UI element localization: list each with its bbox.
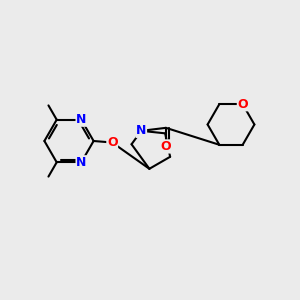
Text: N: N [76, 156, 86, 169]
Text: O: O [237, 98, 248, 111]
Text: N: N [76, 113, 86, 126]
Text: O: O [107, 136, 118, 149]
Text: O: O [160, 140, 171, 153]
Text: N: N [136, 124, 146, 137]
